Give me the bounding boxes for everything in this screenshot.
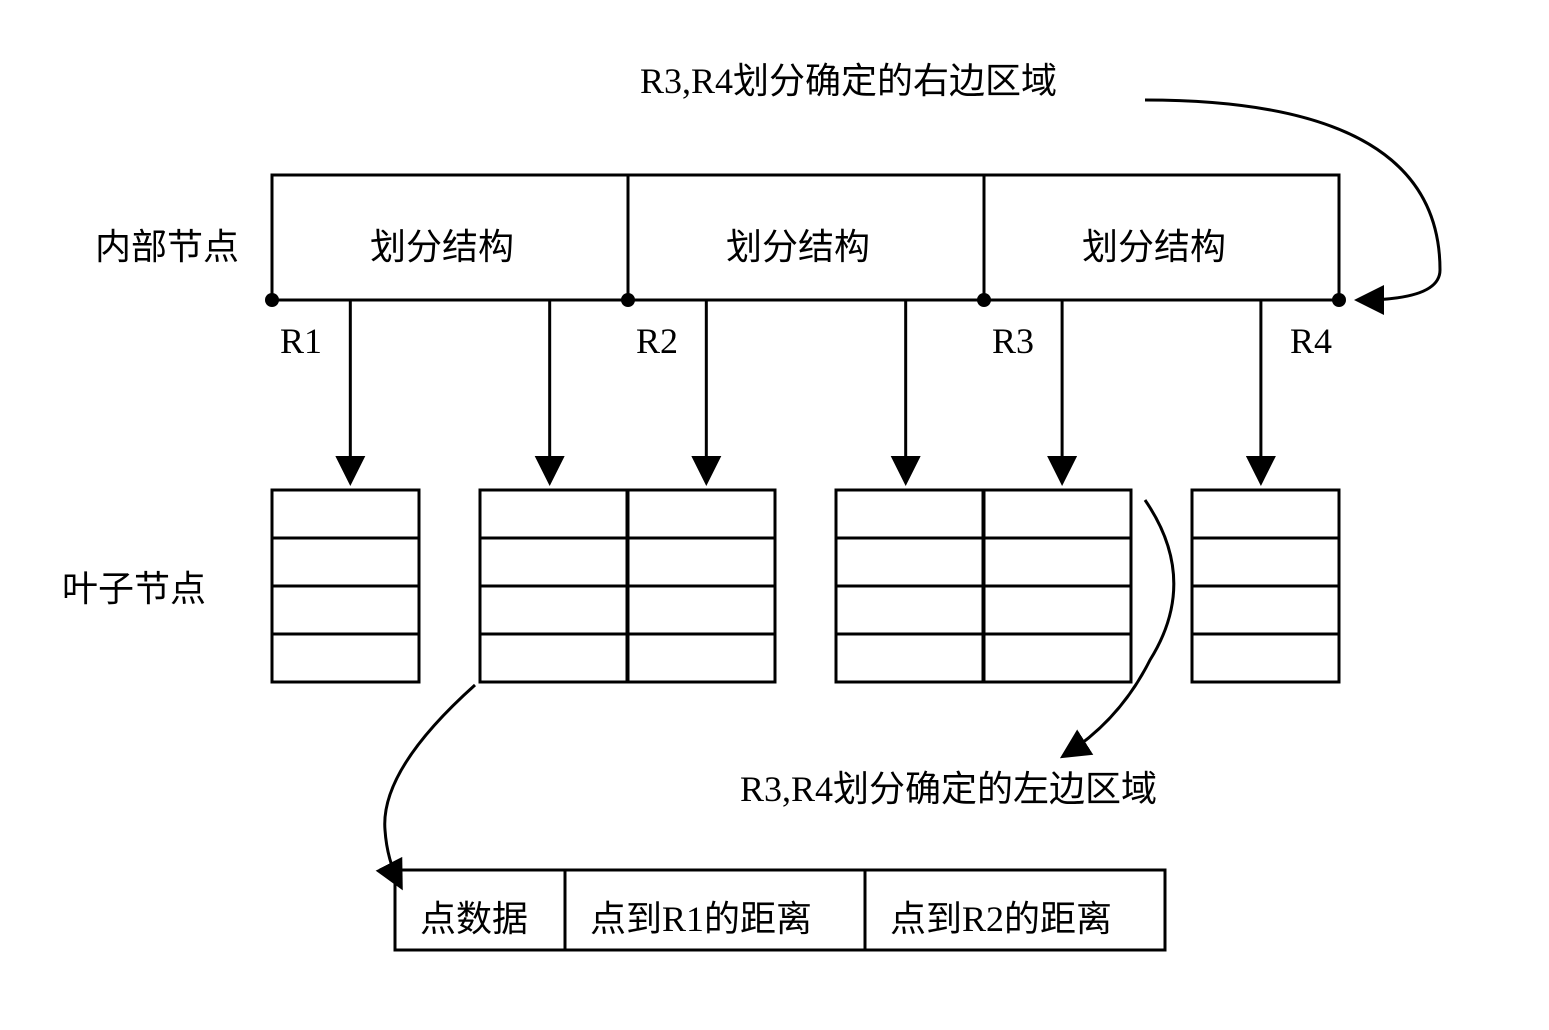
partition-label-1: 划分结构 [726,218,870,270]
r-label-3: R4 [1290,320,1332,362]
top-annotation: R3,R4划分确定的右边区域 [640,52,1057,104]
r-label-2: R3 [992,320,1034,362]
partition-label-2: 划分结构 [1082,218,1226,270]
diagram-container: R3,R4划分确定的右边区域 内部节点 划分结构 划分结构 划分结构 R1 R2… [0,0,1549,1030]
diagram-svg [0,0,1549,1030]
r-dot-1 [265,293,279,307]
r-dot-4 [1332,293,1346,307]
record-field-0: 点数据 [420,890,528,942]
internal-node-label: 内部节点 [95,218,239,270]
curve-leaf-to-record [385,685,475,885]
leaf-node-label: 叶子节点 [62,560,206,612]
record-field-2: 点到R2的距离 [890,890,1112,942]
r-label-0: R1 [280,320,322,362]
bottom-annotation: R3,R4划分确定的左边区域 [740,760,1157,812]
r-dot-3 [977,293,991,307]
r-dot-2 [621,293,635,307]
curve-top-to-r4 [1145,100,1440,300]
record-field-1: 点到R1的距离 [590,890,812,942]
partition-label-0: 划分结构 [370,218,514,270]
r-label-1: R2 [636,320,678,362]
